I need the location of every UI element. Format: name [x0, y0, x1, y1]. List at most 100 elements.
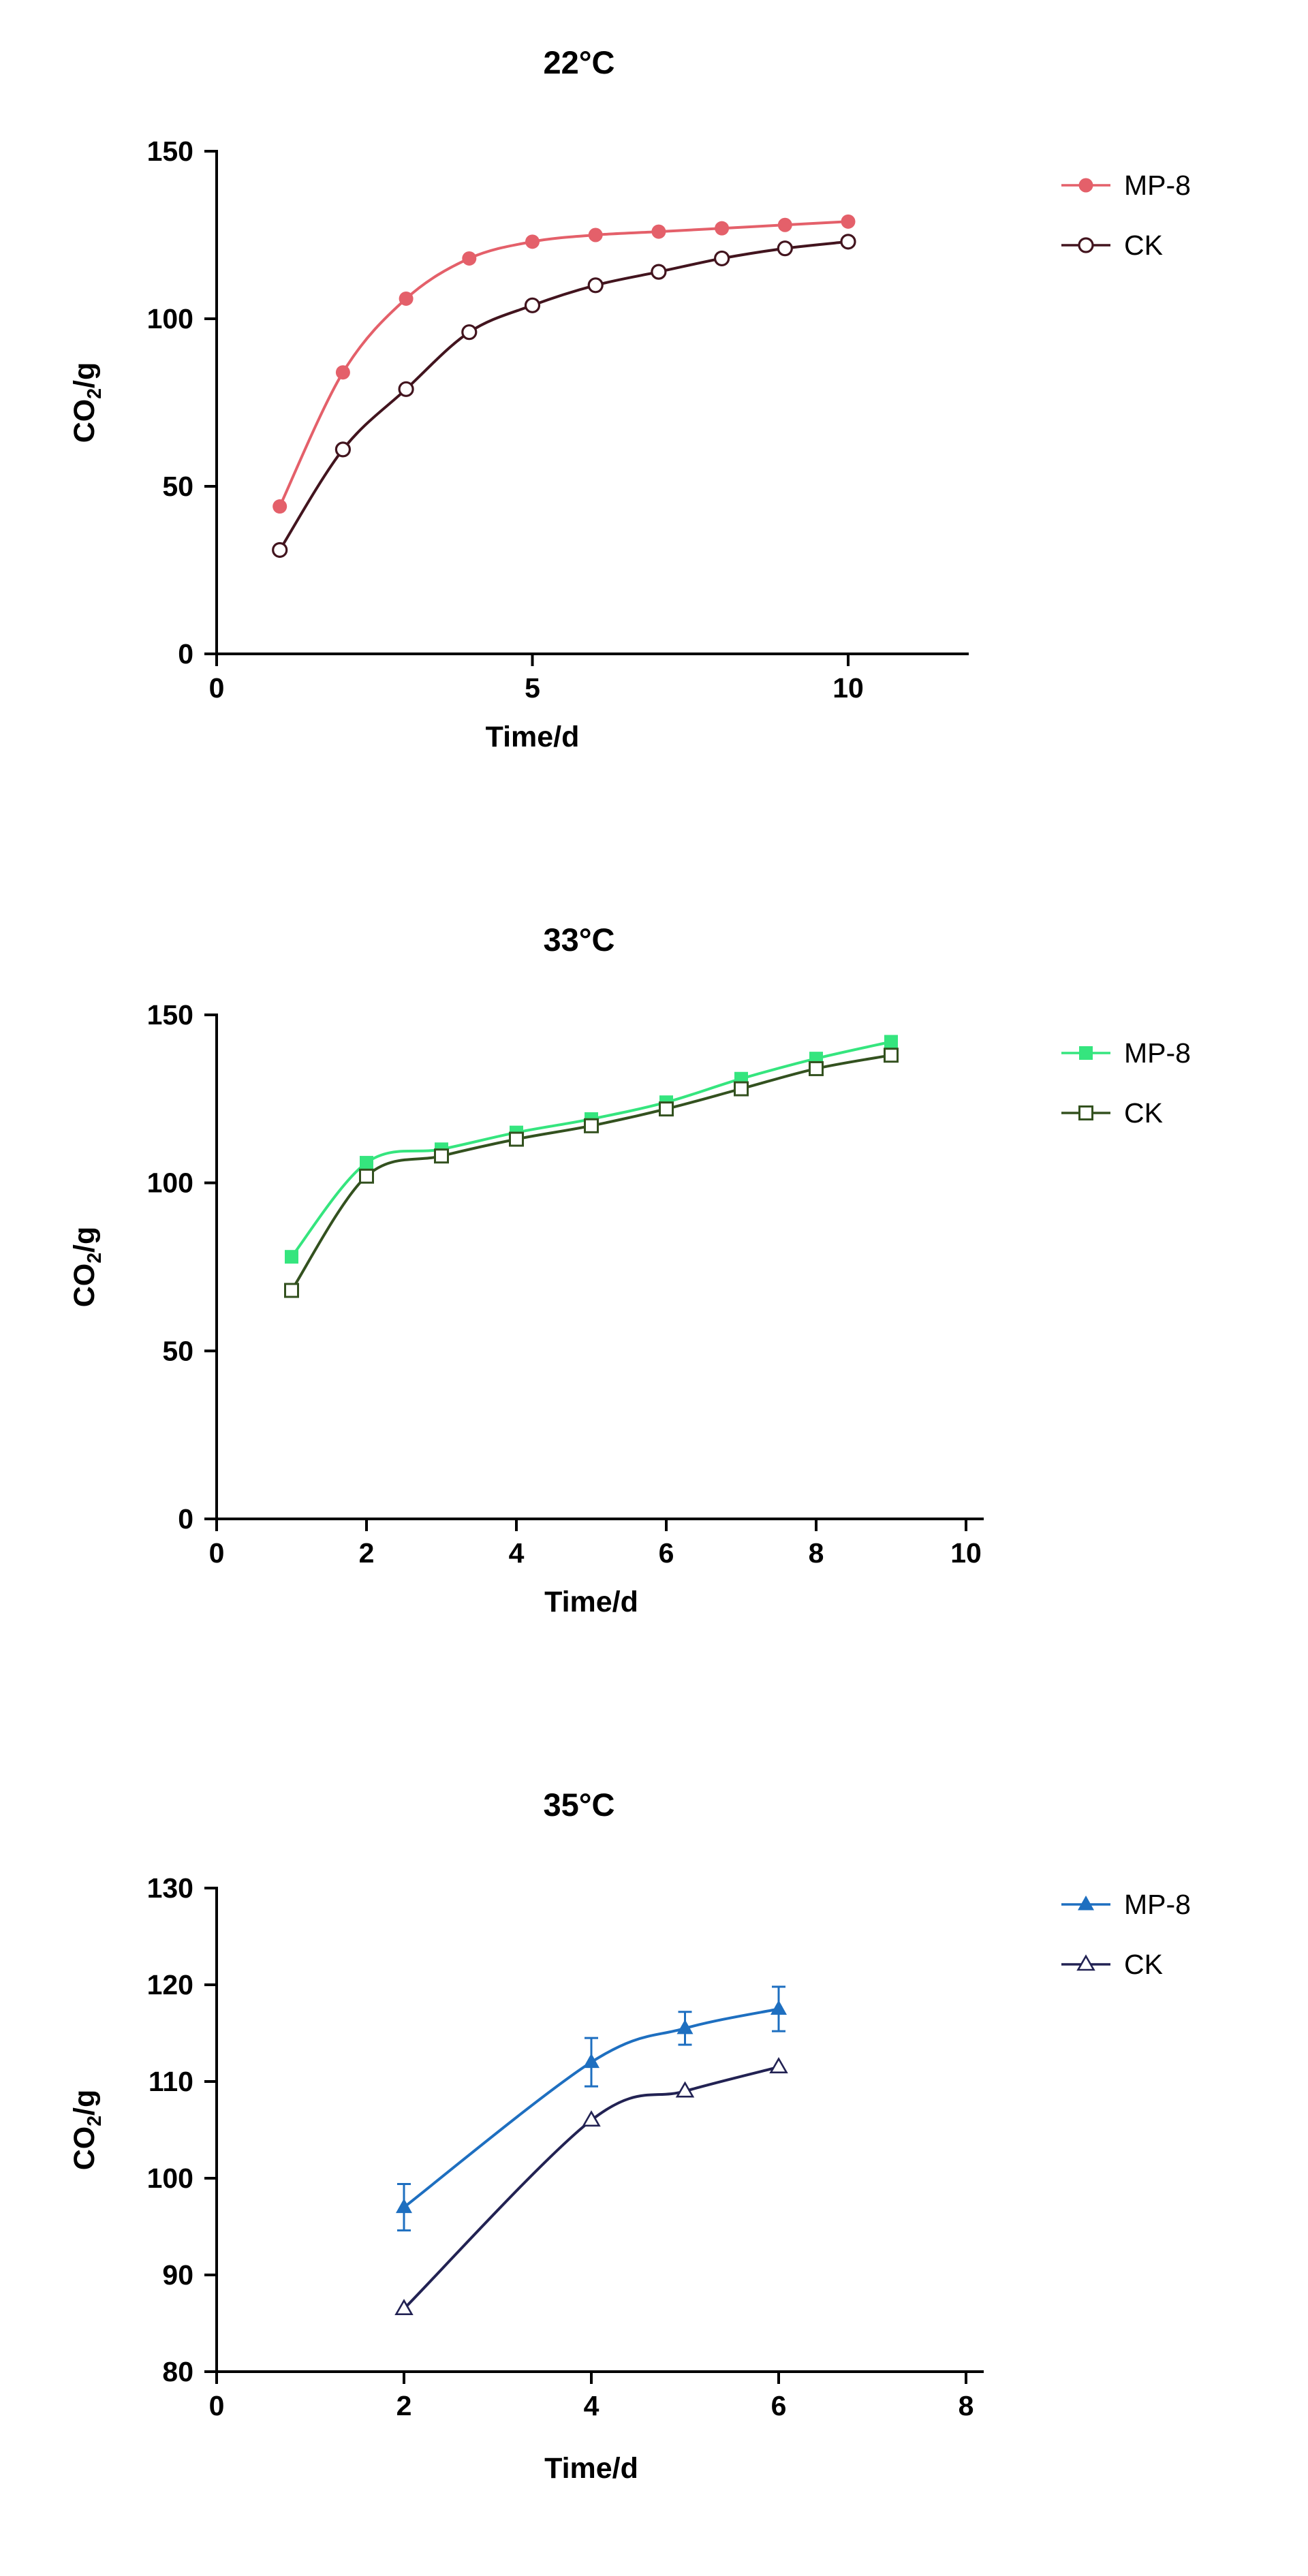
- chart-title-22c: 22°C: [543, 44, 615, 80]
- y-label-subscript: 2: [83, 388, 106, 399]
- legend-label-ck: CK: [1124, 1948, 1163, 1980]
- triangle-filled-marker: [770, 2000, 787, 2015]
- circle-filled-marker: [335, 365, 350, 380]
- y-tick-label: 110: [149, 2066, 193, 2097]
- ck-legend-marker-icon: [1061, 1105, 1110, 1120]
- x-tick-label: 2: [359, 1537, 375, 1569]
- circle-open-marker: [272, 541, 288, 559]
- square-open-marker: [809, 1061, 824, 1076]
- circle-open-marker: [398, 381, 414, 397]
- x-tick-label: 10: [950, 1537, 982, 1569]
- mp8-legend-marker-icon: [1061, 1046, 1110, 1060]
- legend-label-mp8: MP-8: [1124, 169, 1191, 201]
- y-tick-label: 50: [162, 471, 193, 502]
- y-label-subscript: 2: [83, 1252, 106, 1263]
- circle-open-marker: [334, 441, 351, 458]
- circle-open-marker: [587, 277, 604, 294]
- legend-item-ck: CK: [1060, 1083, 1191, 1143]
- legend-label-ck: CK: [1124, 1097, 1163, 1129]
- chart-section-33c: 0 50 100 150 0 2 4 6 8 10 33°C CO2/g Time/d MP-8 …: [0, 872, 1308, 1744]
- triangle-filled-marker: [396, 2198, 412, 2214]
- y-label-rest: /g: [68, 1226, 102, 1253]
- square-open-marker: [584, 1118, 599, 1133]
- x-tick-label: 2: [396, 2390, 412, 2421]
- square-filled-marker: [360, 1156, 373, 1170]
- circle-open-marker: [777, 240, 793, 257]
- y-tick-label: 100: [147, 2163, 193, 2194]
- circle-filled-marker: [588, 227, 603, 242]
- series-curve-ck: [279, 240, 849, 551]
- legend-label-mp8: MP-8: [1124, 1037, 1191, 1069]
- series-curve-ck: [403, 2065, 779, 2310]
- x-tick-label: 0: [209, 1537, 225, 1569]
- legend-label-ck: CK: [1124, 229, 1163, 261]
- chart-section-22c: 0 50 100 150 0 5 10 22°C CO2/g Time/d MP-8 CK: [0, 0, 1308, 872]
- chart-section-35c: 80 90 100 110 120 130 0 2 4 6 8 35°C CO2/g Time/d …: [0, 1744, 1308, 2576]
- circle-filled-marker: [715, 221, 730, 236]
- legend-33c: MP-8 CK: [1060, 1023, 1191, 1143]
- x-tick-label: 5: [525, 672, 540, 704]
- circle-filled-marker: [525, 234, 540, 249]
- square-filled-marker: [285, 1250, 298, 1264]
- y-axis-label-33c: CO2/g: [68, 1227, 106, 1308]
- triangle-open-marker: [675, 2081, 695, 2098]
- series-curve-mp-8: [278, 220, 849, 507]
- y-tick-label: 0: [178, 1503, 193, 1535]
- x-tick-label: 0: [209, 2390, 225, 2421]
- y-label-rest: /g: [68, 362, 102, 388]
- plot-22c: 0 50 100 150 0 5 10: [147, 136, 969, 704]
- square-open-marker: [1078, 1105, 1093, 1120]
- square-open-marker: [359, 1168, 374, 1184]
- circle-open-marker: [840, 234, 856, 250]
- series-curve-ck: [290, 1054, 892, 1291]
- square-open-marker: [884, 1048, 899, 1063]
- series-curve-mp-8: [403, 2007, 779, 2209]
- x-tick-label: 6: [771, 2390, 787, 2421]
- plot-35c: 80 90 100 110 120 130 0 2 4 6 8: [147, 1872, 984, 2421]
- y-tick-label: 80: [162, 2356, 193, 2387]
- y-tick-label: 100: [147, 1167, 193, 1199]
- legend-item-mp8: MP-8: [1060, 155, 1191, 215]
- series-curve-mp-8: [290, 1040, 892, 1258]
- legend-item-ck: CK: [1060, 215, 1191, 275]
- ck-legend-marker-icon: [1061, 1954, 1110, 1971]
- circle-open-marker: [713, 250, 730, 267]
- square-open-marker: [509, 1131, 524, 1147]
- circle-open-marker: [1078, 237, 1094, 253]
- mp8-legend-marker-icon: [1061, 178, 1110, 193]
- circle-filled-marker: [841, 214, 856, 229]
- circle-filled-marker: [1078, 178, 1093, 193]
- x-tick-label: 6: [659, 1537, 674, 1569]
- chart-title-35c: 35°C: [543, 1787, 615, 1823]
- x-axis-label-22c: Time/d: [485, 721, 580, 753]
- ck-legend-marker-icon: [1061, 237, 1110, 253]
- triangle-filled-marker: [1078, 1896, 1094, 1911]
- square-open-marker: [734, 1081, 749, 1097]
- y-label-rest: /g: [68, 2089, 102, 2116]
- y-tick-label: 0: [178, 638, 193, 670]
- circle-filled-marker: [399, 291, 414, 306]
- y-label-base: CO: [68, 398, 102, 443]
- y-tick-label: 100: [147, 303, 193, 334]
- circle-open-marker: [524, 297, 541, 313]
- plot-33c: 0 50 100 150 0 2 4 6 8 10: [147, 999, 984, 1569]
- x-tick-label: 4: [584, 2390, 600, 2421]
- legend-35c: MP-8 CK: [1060, 1874, 1191, 1994]
- y-tick-label: 120: [147, 1969, 193, 2000]
- circle-filled-marker: [272, 499, 287, 514]
- legend-item-ck: CK: [1060, 1934, 1191, 1994]
- legend-label-mp8: MP-8: [1124, 1888, 1191, 1920]
- triangle-open-marker: [394, 2299, 414, 2315]
- y-tick-label: 150: [147, 136, 193, 167]
- triangle-filled-marker: [676, 2019, 694, 2035]
- triangle-open-marker: [1076, 1954, 1095, 1971]
- y-axis-label-22c: CO2/g: [68, 362, 106, 443]
- y-tick-label: 90: [162, 2259, 193, 2291]
- triangle-open-marker: [582, 2110, 601, 2127]
- circle-filled-marker: [777, 217, 792, 232]
- x-tick-label: 10: [832, 672, 864, 704]
- legend-item-mp8: MP-8: [1060, 1023, 1191, 1083]
- x-axis-label-33c: Time/d: [544, 1586, 638, 1618]
- y-label-subscript: 2: [83, 2115, 106, 2126]
- x-tick-label: 8: [959, 2390, 974, 2421]
